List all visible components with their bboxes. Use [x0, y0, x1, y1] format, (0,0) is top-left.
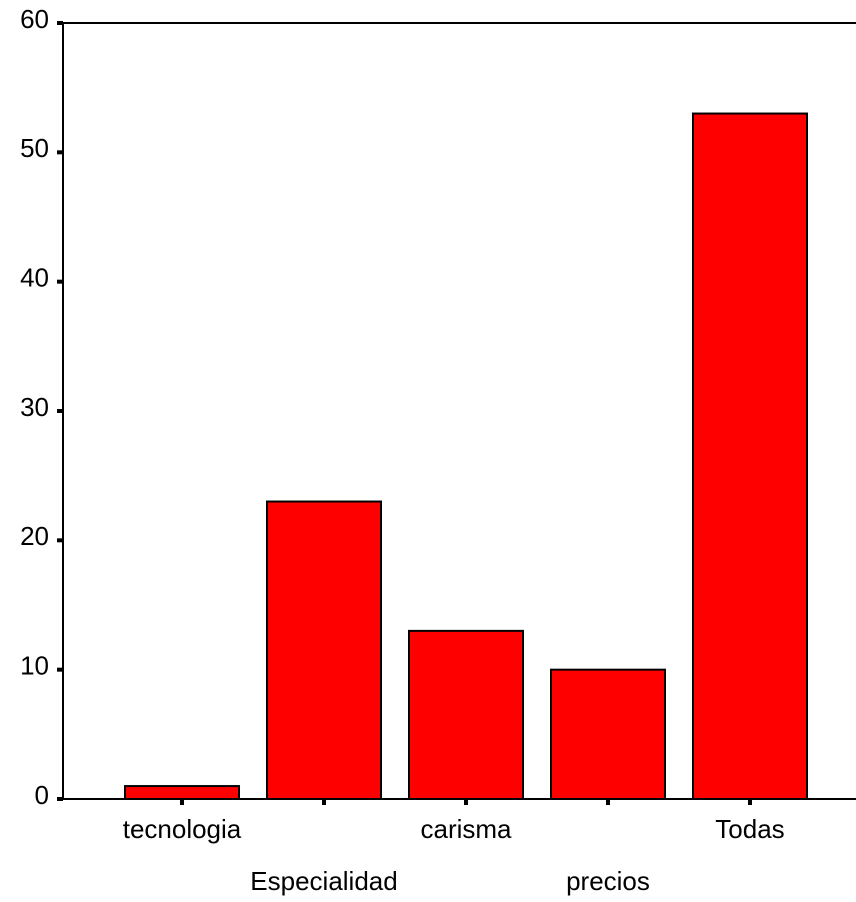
x-tick-label-carisma: carisma — [420, 814, 512, 844]
x-tick-label-todas: Todas — [715, 814, 784, 844]
bar-carisma — [408, 629, 524, 800]
x-tick-label-tecnologia: tecnologia — [123, 814, 242, 844]
bar-especialidad — [266, 500, 382, 800]
bar-tecnologia — [124, 785, 240, 800]
y-tick-label-50: 50 — [20, 133, 49, 163]
x-tick-label-precios: precios — [566, 866, 650, 896]
y-tick-label-40: 40 — [20, 263, 49, 293]
labels-group: 0 10 20 30 40 50 60 tecnologia Especialidad caris… — [20, 4, 785, 896]
y-tick-label-60: 60 — [20, 4, 49, 34]
y-tick-label-20: 20 — [20, 521, 49, 551]
y-tick-label-10: 10 — [20, 651, 49, 681]
x-tick-label-especialidad: Especialidad — [250, 866, 397, 896]
y-tick-label-30: 30 — [20, 392, 49, 422]
axes-group — [57, 21, 856, 805]
bars-group — [124, 112, 808, 801]
bar-todas — [692, 112, 808, 801]
bar-precios — [550, 668, 666, 801]
y-tick-label-0: 0 — [35, 780, 49, 810]
